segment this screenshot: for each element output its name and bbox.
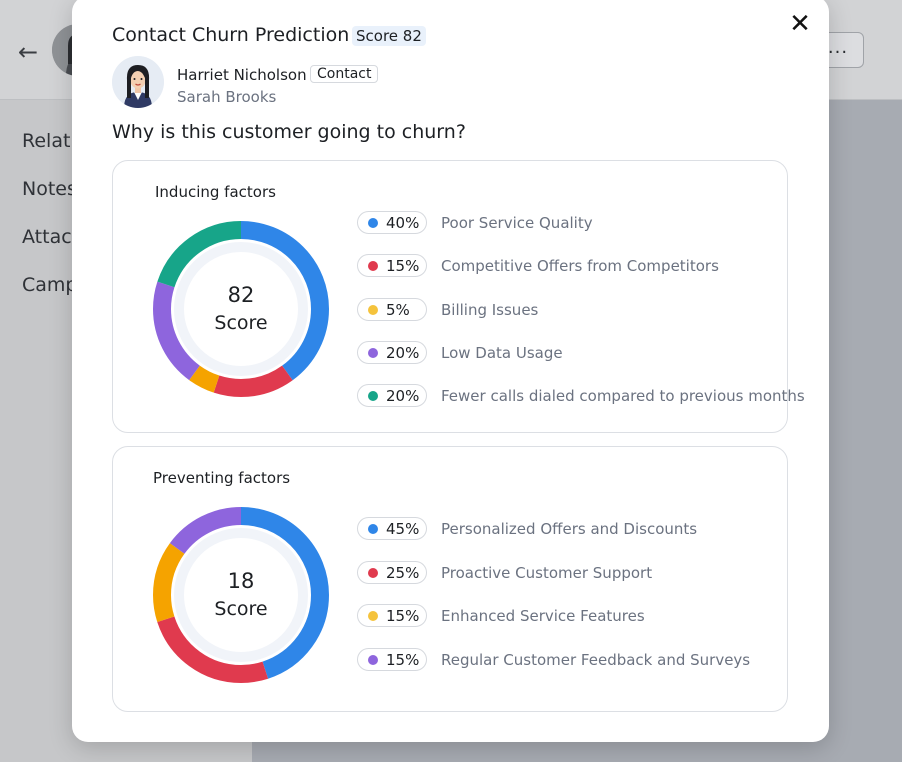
legend-dot [368,654,378,665]
percent-pill: 15% [357,254,427,277]
factor-percent: 25% [386,563,420,582]
factor-percent: 45% [386,519,420,538]
factor-percent: 20% [386,386,420,405]
nav-item[interactable]: Notes [22,178,77,200]
factor-label: Personalized Offers and Discounts [441,519,698,538]
inducing-inner-ring [174,242,308,376]
factor-label: Fewer calls dialed compared to previous … [441,386,805,405]
legend-dot [368,217,378,228]
preventing-factor-row: 15% Enhanced Service Features [357,604,645,627]
factor-label: Proactive Customer Support [441,563,653,582]
percent-pill: 40% [357,211,427,234]
preventing-factors-title: Preventing factors [153,469,291,487]
preventing-inner-ring [174,528,308,662]
preventing-factor-row: 45% Personalized Offers and Discounts [357,517,697,540]
close-icon[interactable]: ✕ [789,9,811,39]
preventing-score-center: 18 Score [151,505,331,685]
arrow-left-icon[interactable]: ← [18,38,39,66]
percent-pill: 20% [357,341,427,364]
inducing-score-label: Score [214,312,268,334]
legend-dot [368,523,378,534]
percent-pill: 15% [357,648,427,671]
preventing-donut-chart [153,507,329,683]
inducing-score-value: 82 [227,283,255,307]
churn-question: Why is this customer going to churn? [112,121,466,143]
preventing-segment-4 [153,507,329,683]
inducing-factor-row: 20% Low Data Usage [357,341,563,364]
inducing-factor-row: 5% Billing Issues [357,298,538,321]
churn-prediction-modal: ✕ Contact Churn Prediction Score 82 Harr… [72,0,829,742]
nav-item[interactable]: Camp [22,274,78,296]
inducing-score-center: 82 Score [151,219,331,399]
inducing-factor-row: 15% Competitive Offers from Competitors [357,254,719,277]
factor-label: Poor Service Quality [441,213,593,232]
factor-label: Competitive Offers from Competitors [441,256,719,275]
preventing-score-value: 18 [227,569,255,593]
legend-dot [368,304,378,315]
factor-percent: 40% [386,213,420,232]
inducing-donut-chart [153,221,329,397]
contact-type-tag: Contact [310,65,379,83]
legend-dot [368,567,378,578]
factor-percent: 20% [386,343,420,362]
inducing-factors-title: Inducing factors [155,183,276,201]
factor-label: Regular Customer Feedback and Surveys [441,650,751,669]
inducing-segment-4 [153,221,329,397]
percent-pill: 25% [357,561,427,584]
factor-label: Low Data Usage [441,343,563,362]
percent-pill: 45% [357,517,427,540]
nav-item[interactable]: Relat [22,130,71,152]
percent-pill: 15% [357,604,427,627]
percent-pill: 20% [357,384,427,407]
modal-title: Contact Churn Prediction [112,24,350,46]
score-badge: Score 82 [352,26,426,46]
inducing-factor-row: 20% Fewer calls dialed compared to previ… [357,384,805,407]
preventing-segment-3 [153,507,329,683]
nav-item[interactable]: Attac [22,226,72,248]
legend-dot [368,390,378,401]
inducing-segment-2 [153,221,329,397]
preventing-score-label: Score [214,598,268,620]
percent-pill: 5% [357,298,427,321]
inducing-factors-card: Inducing factors 82 Score 40% Poor Servi… [112,160,805,433]
preventing-factor-row: 15% Regular Customer Feedback and Survey… [357,648,750,671]
factor-percent: 15% [386,256,420,275]
factor-percent: 15% [386,650,420,669]
factor-label: Enhanced Service Features [441,606,645,625]
factor-percent: 5% [386,300,410,319]
contact-owner: Sarah Brooks [177,88,277,106]
legend-dot [368,260,378,271]
preventing-factor-row: 25% Proactive Customer Support [357,561,652,584]
contact-name[interactable]: Harriet Nicholson [177,66,307,84]
inducing-segment-5 [153,221,329,397]
legend-dot [368,610,378,621]
contact-avatar [112,56,164,108]
factor-percent: 15% [386,606,420,625]
inducing-factor-row: 40% Poor Service Quality [357,211,593,234]
preventing-factors-card: Preventing factors 18 Score 45% Personal… [112,446,788,712]
legend-dot [368,347,378,358]
preventing-segment-2 [153,507,329,683]
factor-label: Billing Issues [441,300,539,319]
